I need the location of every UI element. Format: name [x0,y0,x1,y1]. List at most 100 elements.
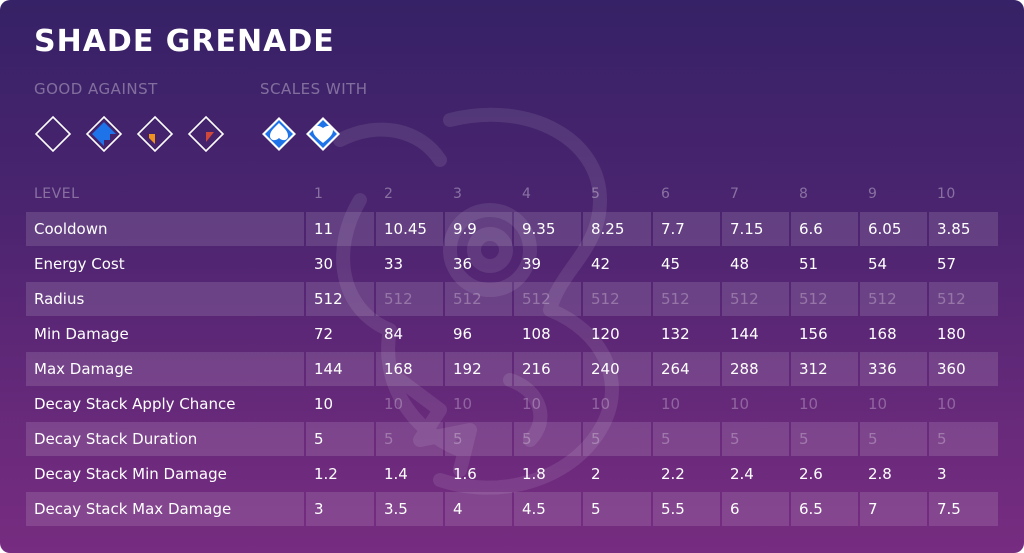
stat-value: 312 [791,352,858,386]
stat-value: 10.45 [376,212,443,246]
stat-value: 360 [929,352,998,386]
level-column-header: 10 [937,186,956,202]
stat-value: 144 [306,352,374,386]
table-header: LEVEL 1 2 3 4 5 6 7 8 9 10 [26,177,998,211]
stat-value: 1.6 [453,465,477,483]
stat-value: 54 [868,255,888,273]
stat-value: 33 [384,255,404,273]
stat-value: 10 [730,395,750,413]
stat-value: 39 [522,255,542,273]
stat-value: 2.6 [799,465,823,483]
stat-value: 8.25 [583,212,651,246]
level-column-header: 9 [868,186,878,202]
stat-value: 512 [376,282,443,316]
stat-value: 45 [661,255,681,273]
table-row: Decay Stack Duration 5 5 5 5 5 5 5 5 5 5 [26,422,998,456]
stat-value: 2 [591,465,601,483]
stat-value: 3.5 [376,492,443,526]
stat-value: 3 [306,492,374,526]
level-column-header: 3 [453,186,463,202]
table-row: Cooldown 11 10.45 9.9 9.35 8.25 7.7 7.15 6.6 6.05… [26,212,998,246]
level-column-header: 1 [314,186,324,202]
table-row: Max Damage 144 168 192 216 240 264 288 312 336 360 [26,352,998,386]
stat-label: Decay Stack Apply Chance [34,395,236,413]
stat-value: 7.5 [929,492,998,526]
stat-value: 336 [860,352,927,386]
stat-value: 5.5 [653,492,720,526]
stat-value: 264 [653,352,720,386]
stat-value: 512 [445,282,512,316]
stat-value: 10 [314,395,334,413]
diamond-blue-corner-icon [85,115,123,153]
stat-value: 3.85 [929,212,998,246]
stat-value: 512 [514,282,581,316]
stat-value: 9.35 [514,212,581,246]
stat-value: 180 [937,325,966,343]
diamond-red-corner-icon [187,115,225,153]
diamond-outline-icon [34,115,72,153]
creature-watermark-icon [333,107,619,495]
stat-value: 512 [583,282,651,316]
stat-value: 10 [522,395,542,413]
stat-value: 168 [868,325,897,343]
stat-value: 512 [653,282,720,316]
table-row: Radius 512 512 512 512 512 512 512 512 512 512 [26,282,998,316]
stat-value: 5 [445,422,512,456]
stat-value: 6 [722,492,789,526]
stat-value: 5 [722,422,789,456]
stat-value: 48 [730,255,750,273]
level-header: LEVEL [34,186,80,202]
stat-value: 132 [661,325,690,343]
stat-label: Cooldown [26,212,304,246]
stat-label: Energy Cost [34,255,125,273]
stat-value: 10 [384,395,404,413]
stat-label: Max Damage [26,352,304,386]
stat-value: 1.8 [522,465,546,483]
stat-value: 96 [453,325,473,343]
stat-value: 5 [860,422,927,456]
stat-value: 5 [376,422,443,456]
stat-value: 168 [376,352,443,386]
stat-value: 6.6 [791,212,858,246]
stat-value: 10 [868,395,888,413]
level-column-header: 8 [799,186,809,202]
stat-value: 84 [384,325,404,343]
stat-label: Decay Stack Min Damage [34,465,227,483]
stat-value: 72 [314,325,334,343]
stat-value: 30 [314,255,334,273]
stat-value: 3 [937,465,947,483]
stat-value: 5 [583,422,651,456]
ability-title: SHADE GRENADE [34,24,335,59]
stat-value: 10 [453,395,473,413]
stat-value: 2.2 [661,465,685,483]
stat-label: Radius [26,282,304,316]
stat-value: 10 [937,395,957,413]
stat-value: 5 [514,422,581,456]
table-row: Min Damage 72 84 96 108 120 132 144 156 168 180 [26,317,998,351]
stat-value: 1.2 [314,465,338,483]
level-column-header: 7 [730,186,740,202]
table-row: Decay Stack Apply Chance 10 10 10 10 10 10 10 10… [26,387,998,421]
stat-value: 7.7 [653,212,720,246]
table-row: Decay Stack Min Damage 1.2 1.4 1.6 1.8 2 2.2 2.… [26,457,998,491]
level-column-header: 4 [522,186,532,202]
stat-value: 11 [306,212,374,246]
stat-value: 9.9 [445,212,512,246]
stat-value: 7 [860,492,927,526]
stat-value: 10 [591,395,611,413]
stat-value: 512 [791,282,858,316]
stat-value: 36 [453,255,473,273]
table-row: Energy Cost 30 33 36 39 42 45 48 51 54 57 [26,247,998,281]
stat-value: 7.15 [722,212,789,246]
stat-value: 5 [929,422,998,456]
stat-value: 1.4 [384,465,408,483]
stat-value: 5 [791,422,858,456]
stat-value: 51 [799,255,819,273]
stat-value: 512 [929,282,998,316]
good-against-label: GOOD AGAINST [34,80,158,98]
diamond-blue-spade-icon [262,117,296,151]
stat-value: 512 [722,282,789,316]
level-column-header: 5 [591,186,601,202]
level-column-header: 2 [384,186,394,202]
